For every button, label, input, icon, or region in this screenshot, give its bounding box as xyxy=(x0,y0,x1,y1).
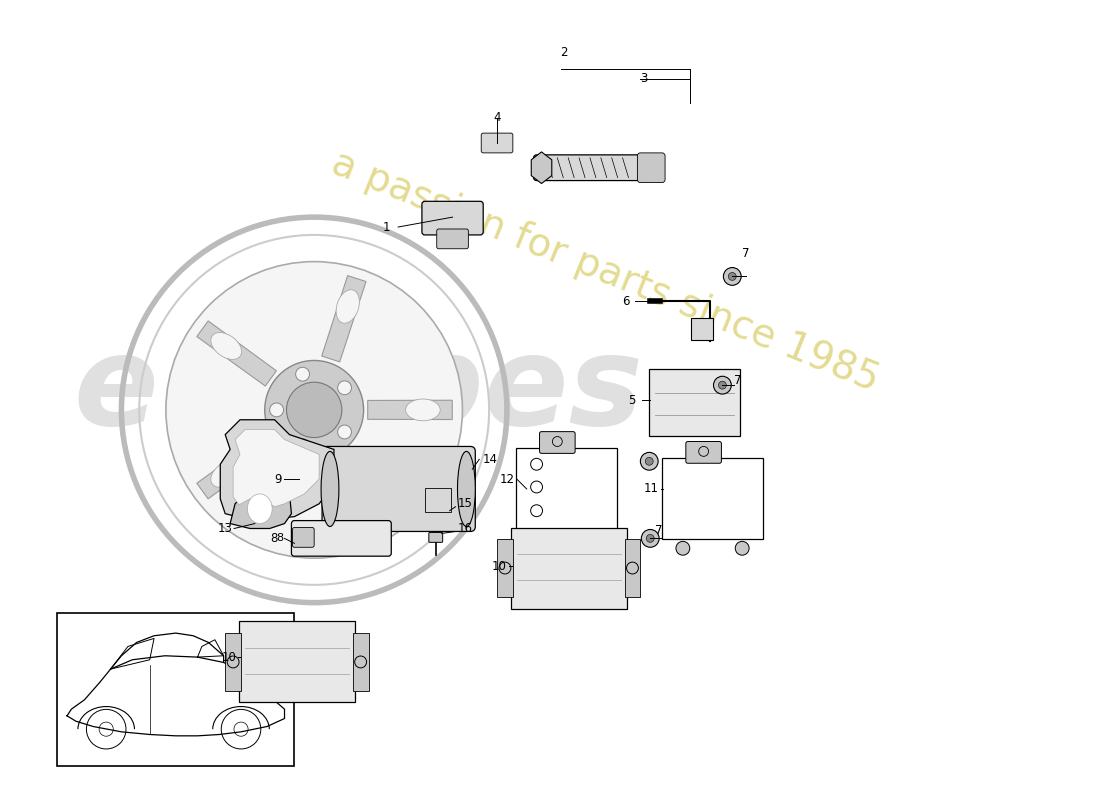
Circle shape xyxy=(166,262,462,558)
Circle shape xyxy=(724,267,741,286)
Polygon shape xyxy=(367,400,452,419)
FancyBboxPatch shape xyxy=(649,370,740,435)
Circle shape xyxy=(640,452,658,470)
FancyBboxPatch shape xyxy=(691,318,713,340)
FancyBboxPatch shape xyxy=(662,458,763,539)
Bar xyxy=(57,613,295,766)
Circle shape xyxy=(646,458,653,466)
FancyBboxPatch shape xyxy=(425,488,451,512)
FancyBboxPatch shape xyxy=(239,622,354,702)
Circle shape xyxy=(641,530,659,547)
Circle shape xyxy=(296,367,309,381)
Text: 15: 15 xyxy=(458,498,472,510)
Text: 13: 13 xyxy=(218,522,232,535)
Text: europes: europes xyxy=(74,330,644,450)
Text: 10: 10 xyxy=(492,559,507,573)
Text: 9: 9 xyxy=(274,473,282,486)
FancyBboxPatch shape xyxy=(353,634,369,690)
FancyBboxPatch shape xyxy=(422,202,483,235)
Ellipse shape xyxy=(458,451,475,526)
FancyBboxPatch shape xyxy=(625,539,640,597)
Polygon shape xyxy=(233,430,319,506)
Circle shape xyxy=(286,382,342,438)
Text: 3: 3 xyxy=(640,72,648,86)
Circle shape xyxy=(296,438,309,453)
FancyBboxPatch shape xyxy=(510,527,627,609)
Text: 10: 10 xyxy=(221,650,236,663)
FancyBboxPatch shape xyxy=(685,442,722,463)
Circle shape xyxy=(270,403,284,417)
Text: 14: 14 xyxy=(482,453,497,466)
Ellipse shape xyxy=(337,290,360,323)
Text: 7: 7 xyxy=(735,374,741,386)
FancyBboxPatch shape xyxy=(637,153,666,182)
Ellipse shape xyxy=(321,451,339,526)
FancyBboxPatch shape xyxy=(437,229,469,249)
FancyBboxPatch shape xyxy=(293,527,315,547)
Polygon shape xyxy=(531,152,552,183)
Text: 12: 12 xyxy=(499,473,515,486)
FancyBboxPatch shape xyxy=(516,449,617,530)
Circle shape xyxy=(728,273,736,280)
Circle shape xyxy=(338,381,352,394)
Text: 1: 1 xyxy=(383,221,390,234)
Polygon shape xyxy=(197,321,276,386)
FancyBboxPatch shape xyxy=(534,155,658,181)
FancyBboxPatch shape xyxy=(497,539,513,597)
Circle shape xyxy=(338,425,352,439)
Circle shape xyxy=(647,534,654,542)
FancyBboxPatch shape xyxy=(429,533,442,542)
Text: 11: 11 xyxy=(645,482,659,495)
FancyBboxPatch shape xyxy=(322,446,475,531)
FancyBboxPatch shape xyxy=(481,133,513,153)
Text: a passion for parts since 1985: a passion for parts since 1985 xyxy=(327,144,886,399)
Text: 4: 4 xyxy=(493,111,500,124)
Polygon shape xyxy=(321,276,366,362)
Text: 7: 7 xyxy=(654,524,662,537)
Text: 2: 2 xyxy=(561,46,568,59)
FancyBboxPatch shape xyxy=(539,432,575,454)
Polygon shape xyxy=(230,486,292,529)
Ellipse shape xyxy=(337,497,360,530)
Text: 6: 6 xyxy=(621,294,629,308)
Polygon shape xyxy=(220,420,334,518)
Text: 8: 8 xyxy=(271,532,277,545)
FancyBboxPatch shape xyxy=(292,521,392,556)
Text: 5: 5 xyxy=(628,394,636,406)
Circle shape xyxy=(714,376,732,394)
Circle shape xyxy=(265,361,364,459)
Polygon shape xyxy=(321,458,366,544)
Polygon shape xyxy=(197,434,276,499)
Ellipse shape xyxy=(211,333,242,359)
Circle shape xyxy=(718,382,726,389)
Circle shape xyxy=(735,542,749,555)
FancyBboxPatch shape xyxy=(226,634,241,690)
Text: 7: 7 xyxy=(742,246,750,260)
Circle shape xyxy=(675,542,690,555)
Ellipse shape xyxy=(211,460,242,487)
Ellipse shape xyxy=(406,399,440,421)
Ellipse shape xyxy=(248,494,272,523)
Text: 16: 16 xyxy=(458,522,473,535)
Text: 8: 8 xyxy=(276,534,283,543)
